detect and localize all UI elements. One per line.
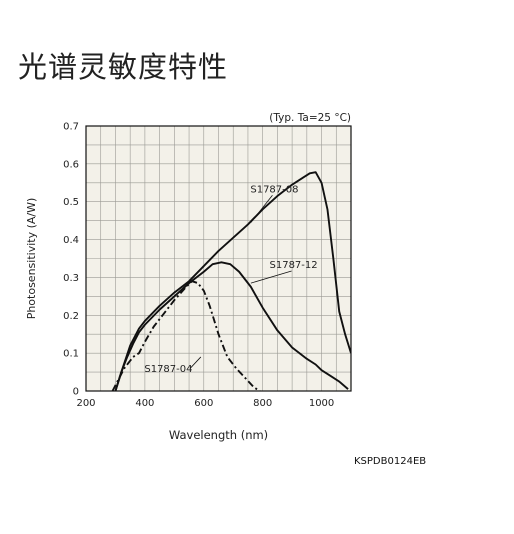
- x-tick-label: 200: [76, 398, 95, 409]
- y-tick-label: 0.1: [63, 349, 79, 360]
- x-axis-label: Wavelength (nm): [169, 428, 268, 442]
- x-tick-label: 1000: [309, 398, 334, 409]
- x-tick-label: 800: [253, 398, 272, 409]
- series-leader-s1787-04: [190, 356, 202, 369]
- plot-frame: [85, 125, 352, 392]
- x-tick-label: 600: [194, 398, 213, 409]
- y-tick-label: 0.2: [63, 311, 79, 322]
- series-label-s1787-08: S1787-08: [250, 184, 298, 195]
- y-tick-label: 0.5: [63, 197, 79, 208]
- y-axis-label: Photosensitivity (A/W): [25, 198, 38, 320]
- series-leader-s1787-08: [250, 195, 273, 223]
- y-tick-label: 0.4: [63, 235, 79, 246]
- series-leader-s1787-12: [250, 270, 292, 284]
- y-tick-label: 0.6: [63, 159, 79, 170]
- document-code: KSPDB0124EB: [354, 456, 427, 467]
- y-tick-label: 0: [73, 387, 79, 398]
- y-tick-label: 0.3: [63, 273, 79, 284]
- series-label-s1787-04: S1787-04: [144, 364, 192, 375]
- condition-note: (Typ. Ta=25 °C): [269, 112, 351, 124]
- y-tick-label: 0.7: [63, 122, 79, 133]
- series-line-s1787-04: [111, 280, 261, 391]
- series-label-s1787-12: S1787-12: [270, 260, 318, 271]
- page-title: 光谱灵敏度特性: [18, 50, 229, 84]
- series-line-s1787-12: [114, 261, 349, 391]
- x-tick-label: 400: [135, 398, 154, 409]
